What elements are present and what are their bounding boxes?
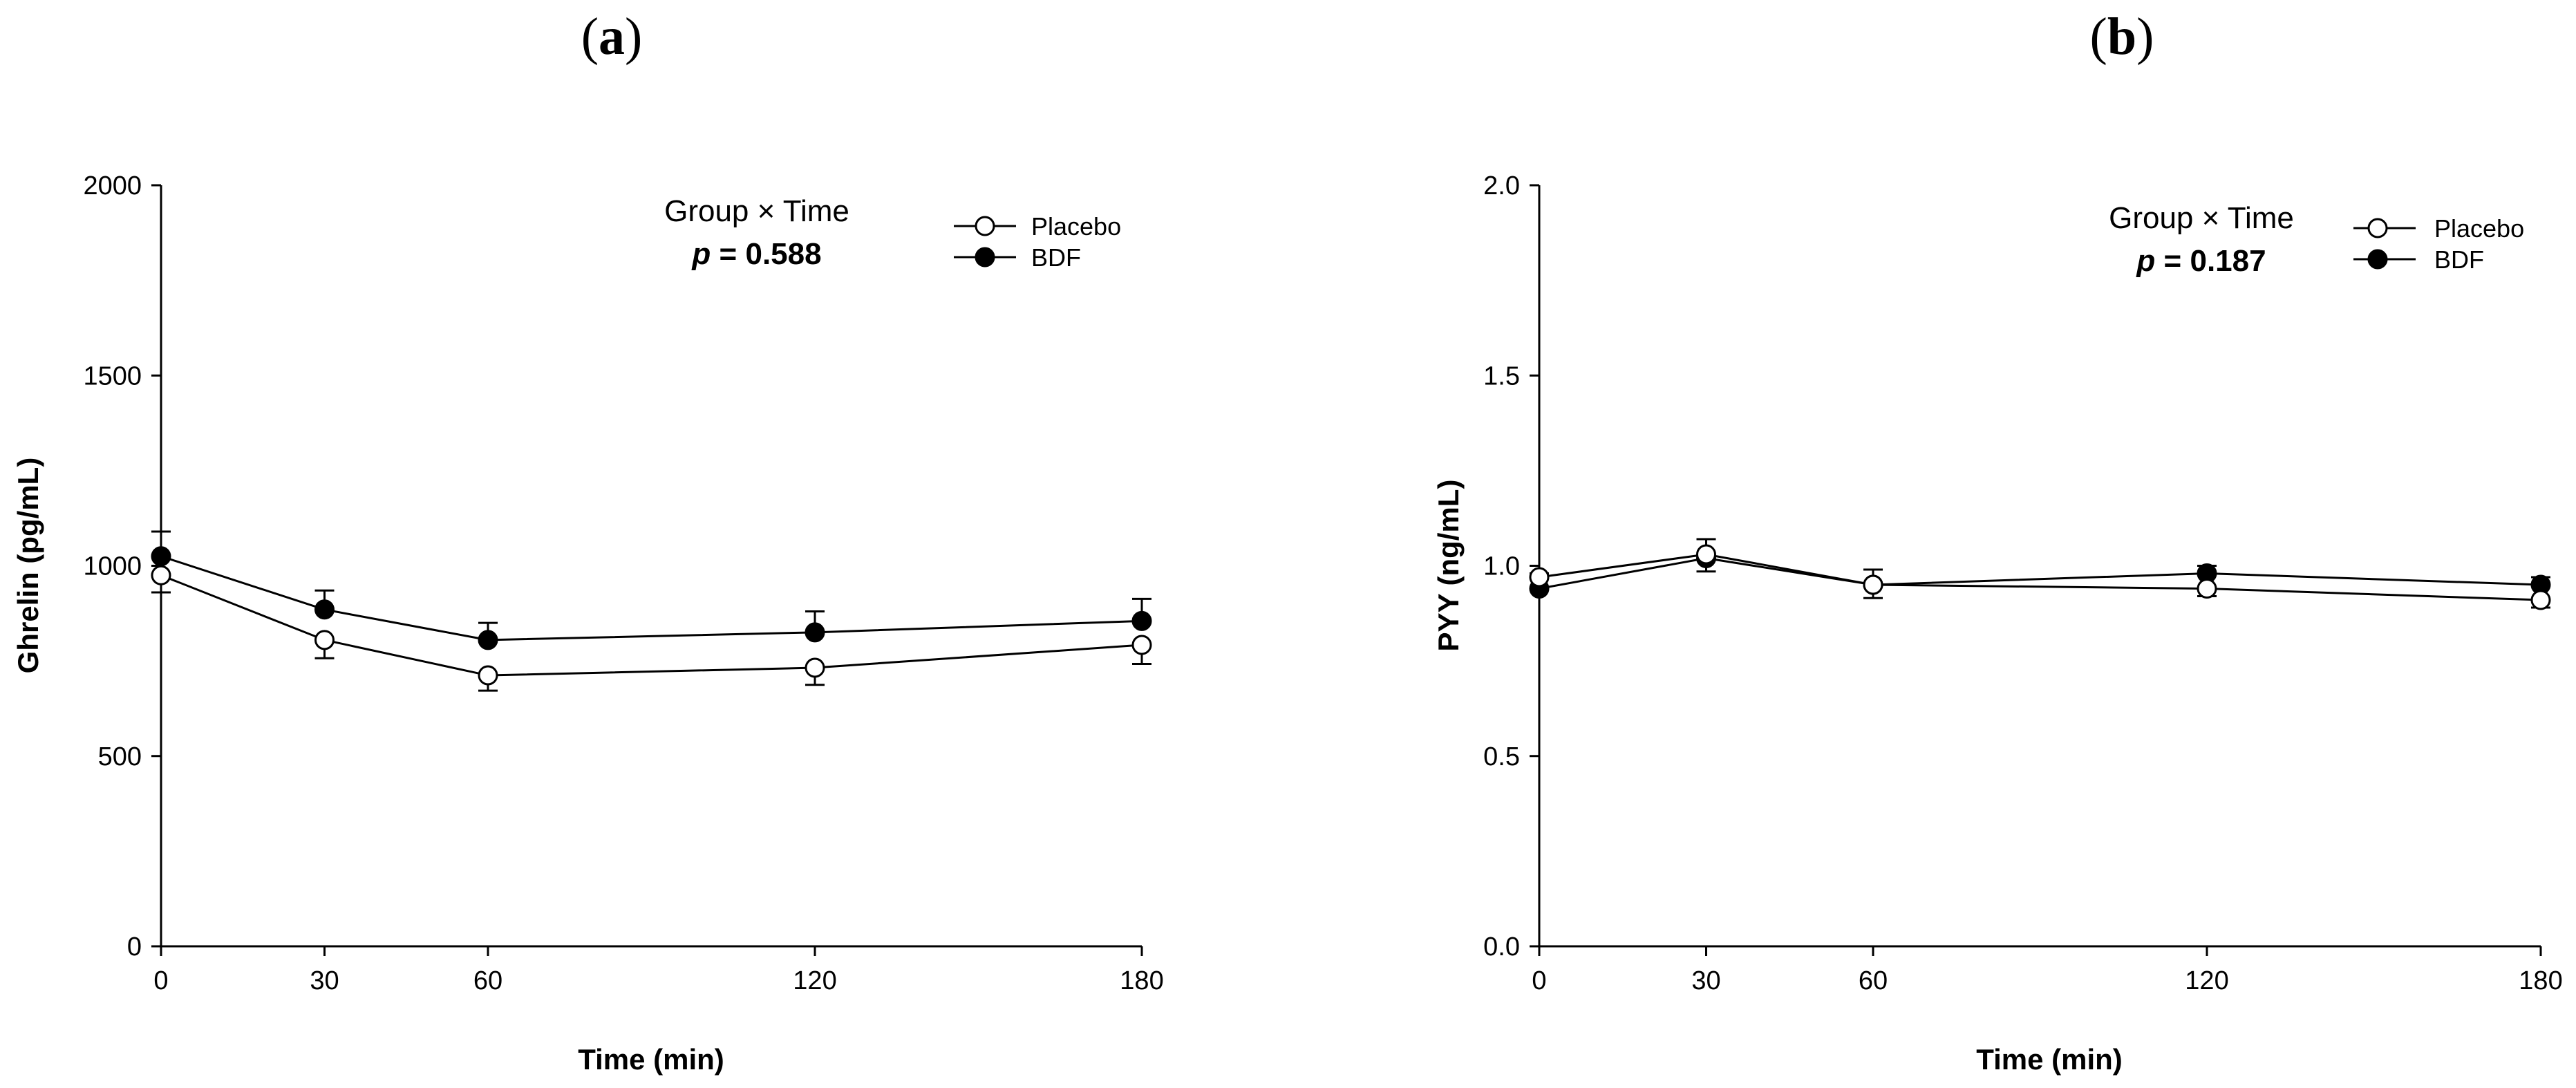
x-axis-title-a: Time (min) [578, 1043, 724, 1076]
panel-b: (b) 0 30 60 120 180 0.0 0.5 1.0 1.5 2.0 Time (min… [1432, 8, 2563, 1076]
y-axis-title-a: Ghrelin (pg/mL) [12, 458, 44, 674]
x-tick-label-b-0: 0 [1532, 966, 1546, 995]
point-a-placebo-0 [151, 565, 171, 585]
point-a-bdf-2 [478, 630, 498, 650]
x-tick-label-a-3: 120 [793, 966, 836, 995]
legend-a-placebo-marker [975, 216, 995, 236]
annotation-b-p-value: = 0.187 [2164, 244, 2266, 278]
series-line-b-bdf [1539, 556, 2541, 590]
panel-label-a: (a) [581, 8, 643, 66]
plot-area-b: 0 30 60 120 180 0.0 0.5 1.0 1.5 2.0 [1483, 171, 2563, 995]
point-b-placebo-0 [1529, 567, 1550, 588]
x-axis-title-b: Time (min) [1976, 1043, 2123, 1076]
annotation-b-pvalue: p = 0.187 [2136, 244, 2266, 278]
point-b-placebo-2 [1863, 574, 1883, 595]
panel-a: (a) 0 30 60 120 180 0 500 1000 1500 2000 Time (mi… [12, 8, 1164, 1076]
panel-label-a-open: ( [581, 8, 599, 66]
y-tick-label-b-4: 2.0 [1483, 171, 1520, 200]
point-a-placebo-2 [478, 665, 498, 686]
point-a-bdf-1 [314, 599, 335, 620]
point-b-placebo-3 [2197, 579, 2217, 599]
legend-b-placebo-label: Placebo [2434, 214, 2524, 243]
annotation-a-p-value: = 0.588 [720, 237, 822, 271]
panel-label-b-close: ) [2136, 8, 2154, 66]
x-tick-label-b-4: 180 [2519, 966, 2562, 995]
y-tick-label-a-3: 1500 [83, 362, 142, 391]
x-tick-label-b-1: 30 [1691, 966, 1720, 995]
y-tick-label-b-0: 0.0 [1483, 932, 1520, 962]
panel-label-a-letter: a [599, 8, 625, 66]
panel-label-a-close: ) [625, 8, 642, 66]
annotation-b-p-symbol: p [2136, 244, 2155, 278]
annotation-b-line1: Group × Time [2109, 201, 2294, 235]
annotation-a-pvalue: p = 0.588 [691, 237, 821, 271]
x-tick-label-a-0: 0 [153, 966, 168, 995]
legend-b-bdf-marker [2367, 249, 2388, 270]
y-tick-label-b-2: 1.0 [1483, 552, 1520, 581]
y-tick-label-b-1: 0.5 [1483, 742, 1520, 771]
y-tick-label-b-3: 1.5 [1483, 362, 1520, 391]
legend-a-bdf-label: BDF [1031, 243, 1081, 272]
x-tick-label-a-4: 180 [1120, 966, 1163, 995]
legend-a: Placebo BDF [954, 212, 1121, 272]
panel-label-b: (b) [2090, 8, 2154, 66]
point-a-placebo-4 [1131, 635, 1152, 655]
point-a-placebo-1 [314, 630, 335, 650]
legend-b-placebo-marker [2367, 218, 2388, 238]
x-tick-label-a-1: 30 [310, 966, 339, 995]
y-tick-label-a-1: 500 [98, 742, 142, 771]
panel-label-b-open: ( [2090, 8, 2107, 66]
panel-label-b-letter: b [2107, 8, 2136, 66]
x-tick-label-a-2: 60 [473, 966, 502, 995]
y-tick-label-a-0: 0 [127, 932, 142, 962]
annotation-a-line1: Group × Time [664, 194, 849, 228]
point-a-bdf-4 [1131, 610, 1152, 631]
point-a-bdf-0 [151, 546, 171, 567]
point-a-placebo-3 [805, 657, 825, 678]
legend-b-bdf-label: BDF [2434, 245, 2484, 274]
series-line-a-bdf [160, 555, 1143, 641]
y-axis-title-b: PYY (ng/mL) [1432, 480, 1465, 652]
x-tick-label-b-2: 60 [1859, 966, 1888, 995]
legend-a-placebo-label: Placebo [1031, 212, 1121, 241]
point-b-placebo-4 [2530, 590, 2551, 610]
legend-b: Placebo BDF [2353, 214, 2524, 274]
x-tick-label-b-3: 120 [2185, 966, 2228, 995]
plot-area-a: 0 30 60 120 180 0 500 1000 1500 2000 [83, 171, 1163, 995]
y-tick-label-a-4: 2000 [83, 171, 142, 200]
point-b-placebo-1 [1696, 544, 1716, 565]
y-tick-label-a-2: 1000 [83, 552, 142, 581]
annotation-a-p-symbol: p [691, 237, 711, 271]
point-a-bdf-3 [805, 622, 825, 643]
legend-a-bdf-marker [975, 247, 995, 268]
